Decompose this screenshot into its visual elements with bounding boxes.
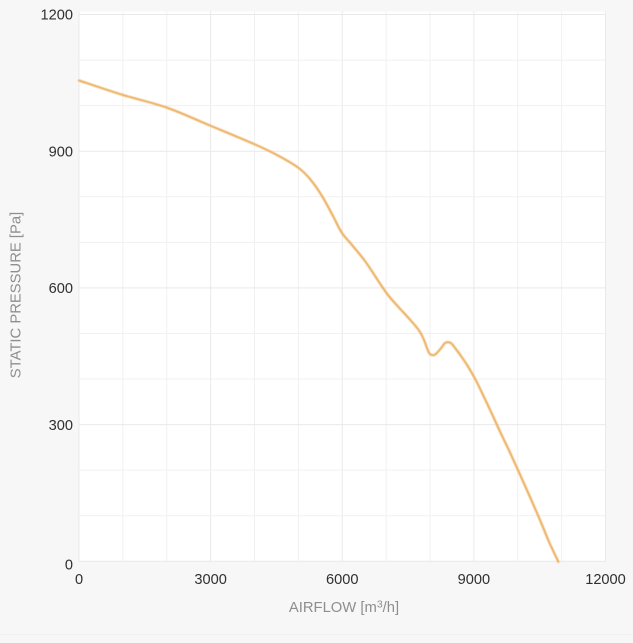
svg-text:9000: 9000: [458, 572, 490, 588]
svg-text:0: 0: [65, 558, 73, 574]
svg-text:300: 300: [49, 418, 73, 434]
svg-text:STATIC PRESSURE [Pa]: STATIC PRESSURE [Pa]: [9, 212, 25, 378]
svg-text:3000: 3000: [194, 572, 226, 588]
svg-text:1200: 1200: [41, 8, 73, 24]
svg-text:12000: 12000: [585, 572, 626, 588]
svg-text:AIRFLOW [m3/h]: AIRFLOW [m3/h]: [289, 599, 399, 617]
svg-text:6000: 6000: [326, 572, 358, 588]
svg-text:900: 900: [49, 144, 73, 160]
svg-text:0: 0: [75, 572, 83, 588]
svg-text:600: 600: [49, 281, 73, 297]
